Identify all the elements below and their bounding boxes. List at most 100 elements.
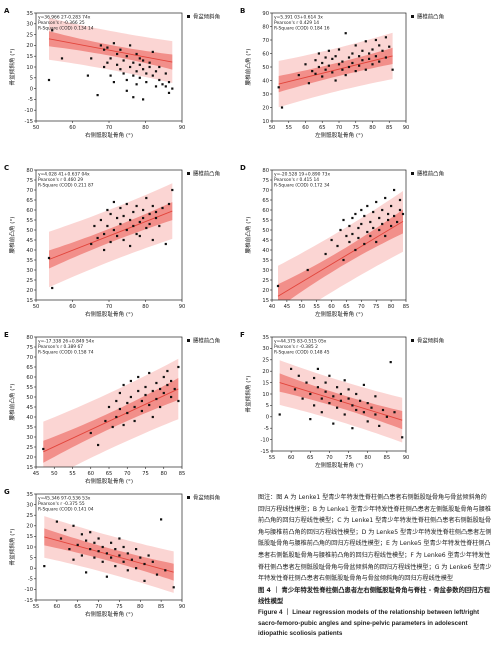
y-tick-label: 20 xyxy=(26,455,33,461)
data-point xyxy=(370,406,373,409)
x-tick-label: 85 xyxy=(386,125,393,131)
data-point xyxy=(297,74,300,77)
data-point xyxy=(85,571,88,574)
data-point xyxy=(140,399,143,403)
data-point xyxy=(159,405,162,409)
data-point xyxy=(344,32,347,35)
data-point xyxy=(290,367,293,370)
y-tick-label: -10 xyxy=(261,437,269,443)
caption-title: 图 4 ｜ 青少年特发性脊柱侧凸患者左右侧骶股耻骨角与脊柱 - 骨盆参数的回归方… xyxy=(258,586,491,606)
data-point xyxy=(97,537,100,540)
regression-line xyxy=(48,38,173,63)
data-point xyxy=(366,402,369,405)
panel-letter: B xyxy=(240,7,245,15)
data-point xyxy=(109,74,112,77)
data-point xyxy=(135,204,138,208)
y-tick-label: 60 xyxy=(262,51,269,57)
legend-marker xyxy=(187,172,190,175)
data-point xyxy=(342,218,345,222)
data-point xyxy=(390,224,393,228)
r-square: R-Square (COD) 0.148 45 xyxy=(274,350,330,356)
data-point xyxy=(324,252,327,256)
x-tick-label: 65 xyxy=(307,455,314,461)
data-point xyxy=(177,365,180,369)
data-point xyxy=(86,74,89,77)
x-tick-label: 80 xyxy=(142,125,149,131)
data-point xyxy=(162,375,165,379)
data-point xyxy=(148,403,151,407)
plot-frame xyxy=(271,169,407,301)
data-point xyxy=(306,268,309,272)
data-point xyxy=(145,81,148,84)
data-point xyxy=(313,404,316,407)
regression-line xyxy=(278,55,393,85)
data-point xyxy=(132,96,135,99)
data-point xyxy=(396,220,399,224)
y-tick-label: 35 xyxy=(262,335,269,341)
data-point xyxy=(115,399,118,403)
data-point xyxy=(351,216,354,220)
data-point xyxy=(151,389,154,393)
regression-line xyxy=(277,221,404,297)
data-point xyxy=(166,369,169,373)
x-tick-label: 70 xyxy=(336,125,343,131)
caption-notes: 图注：图 A 为 Lenke1 型青少年特发性脊柱侧凸患者右侧骶股耻骨角与骨盆倾… xyxy=(258,494,492,583)
x-tick-label: 70 xyxy=(358,304,365,310)
y-tick-label: 80 xyxy=(262,168,269,174)
data-point xyxy=(362,411,365,414)
y-tick-label: 15 xyxy=(262,380,269,386)
data-point xyxy=(363,214,366,218)
data-point xyxy=(135,52,138,56)
data-point xyxy=(309,418,312,421)
y-tick-label: 70 xyxy=(26,355,33,361)
data-point xyxy=(125,55,128,58)
data-point xyxy=(142,208,145,212)
data-point xyxy=(68,548,71,551)
data-point xyxy=(366,230,369,234)
y-tick-label: 45 xyxy=(26,405,33,411)
data-point xyxy=(384,36,387,39)
x-axis-label: 左侧骶股耻骨角 (°) xyxy=(315,461,363,469)
y-tick-label: 20 xyxy=(262,105,269,111)
data-point xyxy=(111,425,114,429)
data-point xyxy=(147,554,150,557)
data-point xyxy=(155,397,158,401)
y-tick-label: 70 xyxy=(262,188,269,194)
data-point xyxy=(374,55,377,58)
panel-a: 50 60 70 80 9035302520151050-5-10-15右侧骶股耻骨角 … xyxy=(4,7,220,139)
data-point xyxy=(154,210,158,214)
data-point xyxy=(351,404,354,407)
y-tick-label: -10 xyxy=(25,108,33,114)
x-tick-label: 60 xyxy=(328,304,335,310)
regression-equation: y=5.391 03+0.614 3x xyxy=(274,15,323,21)
data-point xyxy=(116,216,119,220)
data-point xyxy=(332,422,335,425)
data-point xyxy=(362,383,365,386)
data-point xyxy=(129,218,132,222)
data-point xyxy=(140,409,143,413)
data-point xyxy=(276,284,280,288)
data-point xyxy=(371,48,374,51)
data-point xyxy=(307,82,310,85)
data-point xyxy=(364,68,367,71)
y-tick-label: 40 xyxy=(262,248,269,254)
y-tick-label: 25 xyxy=(26,278,33,284)
data-point xyxy=(357,226,360,230)
r-square: R-Square (COD) 0.172 34 xyxy=(274,183,330,189)
data-point xyxy=(110,541,113,544)
y-axis-label: 骨盆倾斜角 (°) xyxy=(244,376,252,413)
x-tick-label: 75 xyxy=(142,471,149,477)
x-tick-label: 80 xyxy=(160,471,167,477)
data-point xyxy=(103,65,106,69)
x-tick-label: 90 xyxy=(403,455,410,461)
data-point xyxy=(347,65,351,69)
regression-equation: y=-20.528 19+0.890 73x xyxy=(274,172,330,178)
x-tick-label: 85 xyxy=(403,304,410,310)
data-point xyxy=(60,57,64,60)
data-point xyxy=(145,72,148,75)
data-point xyxy=(366,204,369,208)
data-point xyxy=(118,554,121,557)
data-point xyxy=(393,411,396,414)
data-point xyxy=(103,48,106,51)
data-point xyxy=(351,61,354,65)
